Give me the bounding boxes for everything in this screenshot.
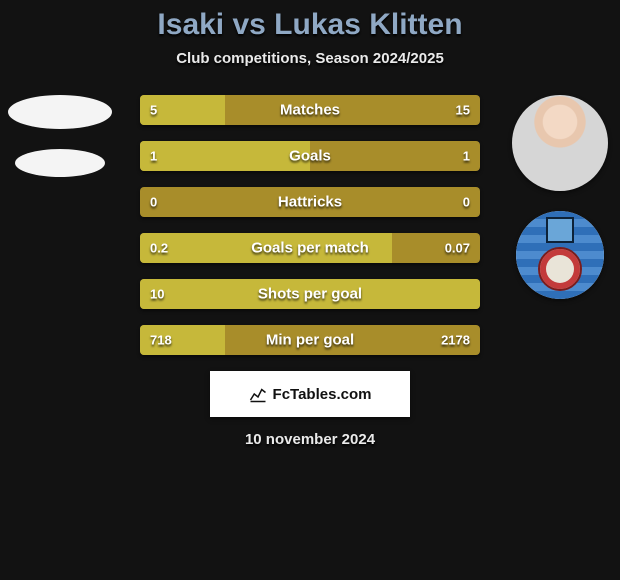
left-player-column: [0, 95, 120, 177]
brand-text: FcTables.com: [273, 386, 372, 403]
stat-label: Matches: [280, 102, 340, 119]
stat-row: 5 Matches 15: [140, 95, 480, 125]
left-player-avatar-placeholder: [8, 95, 112, 129]
comparison-content: 5Matches151Goals10Hattricks00.2Goals per…: [0, 95, 620, 355]
stat-row: 0.2 Goals per match 0.07: [140, 233, 480, 263]
brand-footer[interactable]: FcTables.com: [210, 371, 410, 417]
right-player-column: [500, 95, 620, 299]
comparison-title: Isaki vs Lukas Klitten: [0, 0, 620, 42]
stat-row: 0 Hattricks 0: [140, 187, 480, 217]
snapshot-date: 10 november 2024: [0, 431, 620, 448]
stat-row: 718 Min per goal 2178: [140, 325, 480, 355]
stat-right-value: 1: [463, 149, 470, 164]
comparison-subtitle: Club competitions, Season 2024/2025: [0, 50, 620, 67]
stat-label: Shots per goal: [258, 286, 362, 303]
stats-bars: 5Matches151Goals10Hattricks00.2Goals per…: [140, 95, 480, 355]
stat-right-value: 2178: [441, 333, 470, 348]
stat-row: 1 Goals 1: [140, 141, 480, 171]
stat-left-value: 1: [150, 149, 157, 164]
stat-left-value: 718: [150, 333, 172, 348]
stat-left-value: 0: [150, 195, 157, 210]
fctables-logo-icon: [249, 385, 267, 403]
stat-right-value: 15: [456, 103, 470, 118]
stat-right-value: 0: [463, 195, 470, 210]
stat-left-value: 5: [150, 103, 157, 118]
stat-row: 10 Shots per goal: [140, 279, 480, 309]
stat-label: Hattricks: [278, 194, 342, 211]
right-player-avatar: [512, 95, 608, 191]
stat-label: Goals: [289, 148, 331, 165]
right-player-club-logo: [516, 211, 604, 299]
left-player-club-placeholder: [15, 149, 105, 177]
stat-left-value: 0.2: [150, 241, 168, 256]
stat-label: Goals per match: [251, 240, 369, 257]
stat-label: Min per goal: [266, 332, 354, 349]
stat-left-value: 10: [150, 287, 164, 302]
stat-right-value: 0.07: [445, 241, 470, 256]
